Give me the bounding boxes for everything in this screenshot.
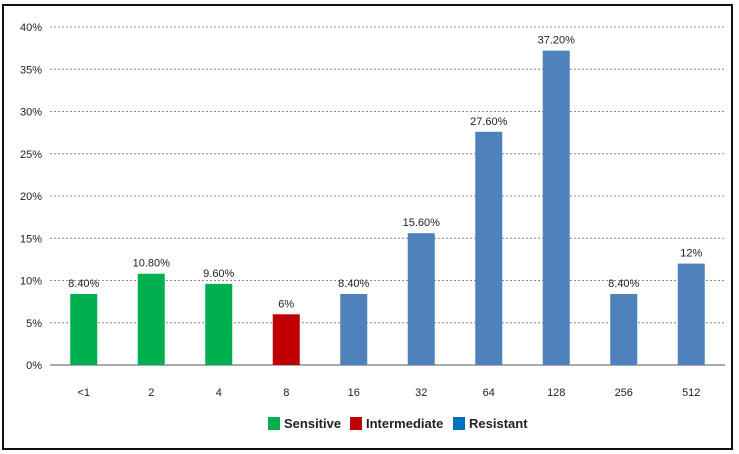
bar-resistant	[407, 233, 435, 365]
x-tick-label: 64	[483, 387, 495, 399]
x-tick-label: 4	[216, 387, 222, 399]
y-tick-label: 35%	[20, 64, 42, 76]
legend-swatch	[453, 417, 465, 430]
y-axis-ticks: 0% 5% 10% 15% 20% 25% 30% 35% 40%	[20, 22, 42, 372]
data-label: 8.40%	[68, 278, 99, 290]
y-tick-label: 0%	[26, 360, 42, 372]
x-tick-label: 128	[547, 387, 565, 399]
bar-sensitive	[137, 273, 165, 365]
data-label: 9.60%	[203, 268, 234, 280]
x-axis-ticks: <1 2 4 8 16 32 64 128 256 512	[77, 387, 700, 399]
y-tick-label: 15%	[20, 233, 42, 245]
data-labels: 8.40% 10.80% 9.60% 6% 8.40% 15.60% 27.60% 37.20…	[68, 35, 702, 311]
x-tick-label: 512	[682, 387, 700, 399]
y-tick-label: 10%	[20, 276, 42, 288]
data-label: 6%	[278, 298, 294, 310]
x-tick-label: 16	[348, 387, 360, 399]
y-tick-label: 40%	[20, 22, 42, 34]
legend-item-resistant: Resistant	[453, 416, 528, 431]
bar-resistant	[475, 131, 503, 365]
legend-item-sensitive: Sensitive	[268, 416, 341, 431]
x-tick-label: 32	[415, 387, 427, 399]
data-label: 8.40%	[608, 278, 639, 290]
legend-swatch	[350, 417, 362, 430]
data-label: 10.80%	[133, 258, 171, 270]
bar-intermediate	[272, 314, 300, 365]
legend: Sensitive Intermediate Resistant	[268, 416, 528, 431]
bar-resistant	[340, 294, 368, 365]
x-tick-label: <1	[77, 387, 90, 399]
bar-sensitive	[205, 283, 233, 365]
data-label: 27.60%	[470, 116, 508, 128]
bar-resistant	[610, 294, 638, 365]
y-tick-label: 20%	[20, 191, 42, 203]
bar-resistant	[542, 50, 570, 365]
data-label: 12%	[680, 248, 702, 260]
chart-frame	[2, 4, 733, 450]
legend-label: Sensitive	[284, 416, 341, 431]
legend-label: Resistant	[469, 416, 528, 431]
bar-sensitive	[70, 294, 98, 365]
y-tick-label: 30%	[20, 107, 42, 119]
legend-label: Intermediate	[366, 416, 443, 431]
data-label: 15.60%	[403, 217, 441, 229]
legend-swatch	[268, 417, 280, 430]
x-tick-label: 8	[283, 387, 289, 399]
x-tick-label: 256	[615, 387, 633, 399]
legend-item-intermediate: Intermediate	[350, 416, 443, 431]
bars	[70, 50, 705, 365]
bar-resistant	[677, 263, 705, 365]
data-label: 8.40%	[338, 278, 369, 290]
data-label: 37.20%	[538, 35, 576, 47]
y-tick-label: 25%	[20, 149, 42, 161]
x-tick-label: 2	[148, 387, 154, 399]
y-tick-label: 5%	[26, 318, 42, 330]
